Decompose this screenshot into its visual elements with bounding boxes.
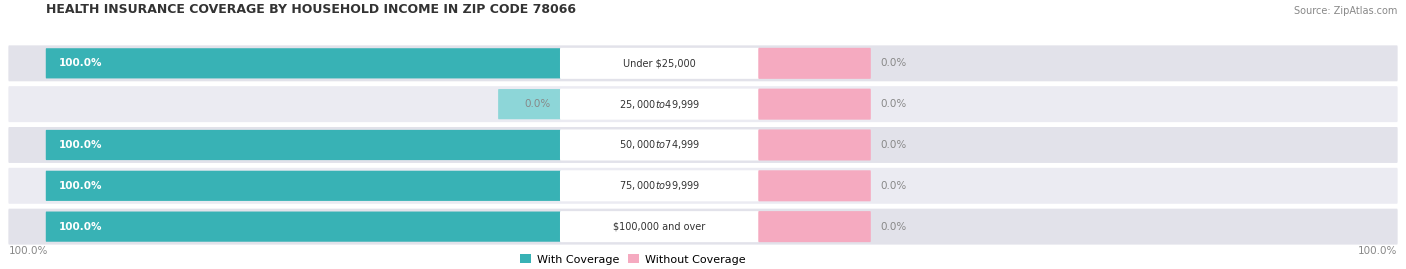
FancyBboxPatch shape: [8, 45, 1398, 81]
Text: 100.0%: 100.0%: [8, 246, 48, 256]
FancyBboxPatch shape: [560, 89, 759, 120]
Text: 0.0%: 0.0%: [880, 58, 907, 68]
FancyBboxPatch shape: [560, 129, 759, 161]
Text: 100.0%: 100.0%: [59, 181, 103, 191]
Text: Source: ZipAtlas.com: Source: ZipAtlas.com: [1294, 6, 1398, 16]
FancyBboxPatch shape: [8, 127, 1398, 163]
FancyBboxPatch shape: [758, 170, 870, 201]
FancyBboxPatch shape: [46, 48, 561, 79]
FancyBboxPatch shape: [8, 86, 1398, 122]
FancyBboxPatch shape: [46, 171, 561, 201]
FancyBboxPatch shape: [758, 89, 870, 120]
FancyBboxPatch shape: [498, 89, 561, 119]
Text: 100.0%: 100.0%: [59, 140, 103, 150]
FancyBboxPatch shape: [758, 48, 870, 79]
Text: $50,000 to $74,999: $50,000 to $74,999: [619, 139, 700, 151]
Text: Under $25,000: Under $25,000: [623, 58, 696, 68]
Text: 0.0%: 0.0%: [880, 222, 907, 232]
Legend: With Coverage, Without Coverage: With Coverage, Without Coverage: [516, 250, 749, 269]
FancyBboxPatch shape: [8, 209, 1398, 245]
FancyBboxPatch shape: [46, 130, 561, 160]
FancyBboxPatch shape: [8, 168, 1398, 204]
Text: $100,000 and over: $100,000 and over: [613, 222, 706, 232]
FancyBboxPatch shape: [560, 211, 759, 242]
Text: HEALTH INSURANCE COVERAGE BY HOUSEHOLD INCOME IN ZIP CODE 78066: HEALTH INSURANCE COVERAGE BY HOUSEHOLD I…: [46, 3, 576, 16]
Text: $25,000 to $49,999: $25,000 to $49,999: [619, 98, 700, 111]
Text: 100.0%: 100.0%: [59, 58, 103, 68]
Text: 0.0%: 0.0%: [524, 99, 551, 109]
Text: 100.0%: 100.0%: [59, 222, 103, 232]
Text: $75,000 to $99,999: $75,000 to $99,999: [619, 179, 700, 192]
Text: 0.0%: 0.0%: [880, 99, 907, 109]
FancyBboxPatch shape: [758, 211, 870, 242]
FancyBboxPatch shape: [560, 170, 759, 201]
Text: 0.0%: 0.0%: [880, 181, 907, 191]
Text: 0.0%: 0.0%: [880, 140, 907, 150]
FancyBboxPatch shape: [758, 129, 870, 161]
FancyBboxPatch shape: [560, 48, 759, 79]
Text: 100.0%: 100.0%: [1358, 246, 1398, 256]
FancyBboxPatch shape: [46, 211, 561, 242]
